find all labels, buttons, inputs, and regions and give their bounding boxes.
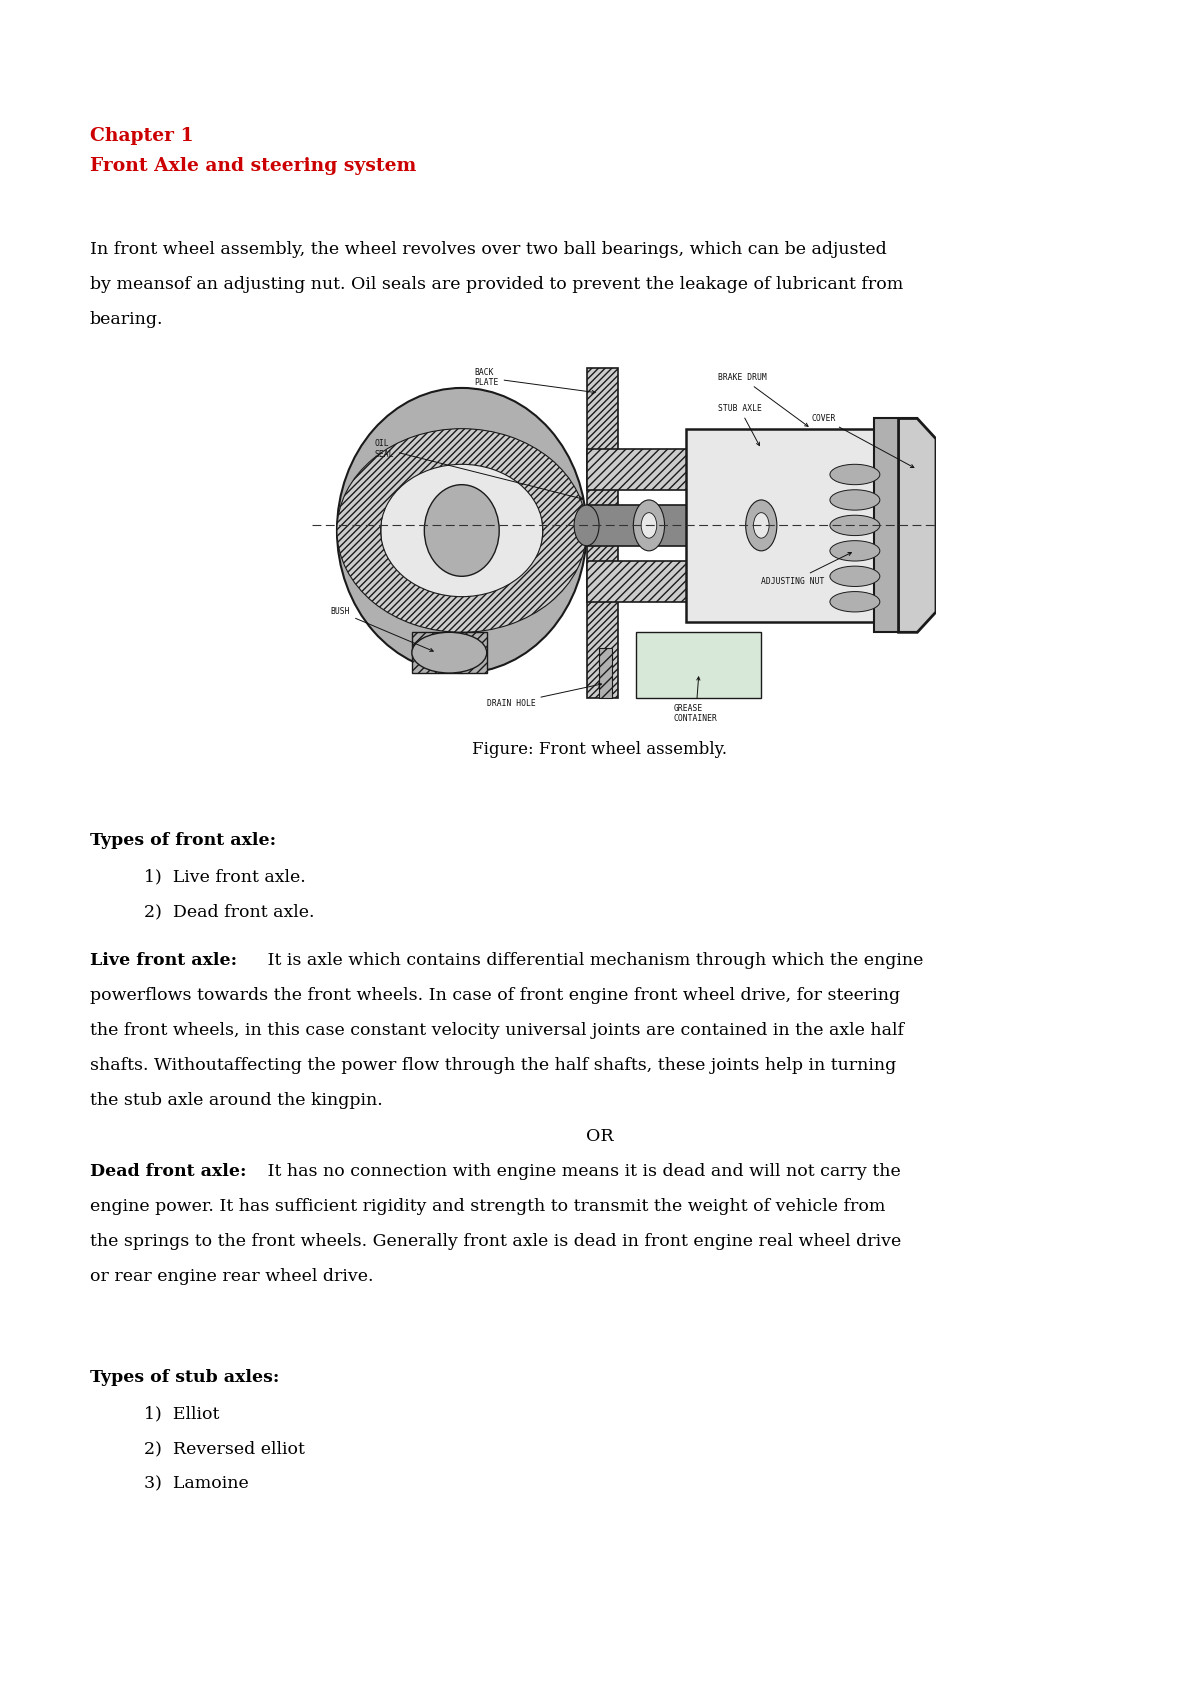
Text: engine power. It has sufficient rigidity and strength to transmit the weight of : engine power. It has sufficient rigidity…: [90, 1198, 886, 1215]
Ellipse shape: [574, 506, 599, 546]
Text: shafts. Withoutaffecting the power flow through the half shafts, these joints he: shafts. Withoutaffecting the power flow …: [90, 1057, 896, 1074]
Ellipse shape: [830, 516, 880, 536]
Text: BRAKE DRUM: BRAKE DRUM: [718, 373, 808, 426]
Polygon shape: [899, 419, 936, 633]
Text: Types of stub axles:: Types of stub axles:: [90, 1368, 280, 1385]
Text: 2)  Reversed elliot: 2) Reversed elliot: [144, 1441, 305, 1458]
Text: Live front axle:: Live front axle:: [90, 952, 238, 969]
Text: bearing.: bearing.: [90, 311, 163, 328]
Ellipse shape: [830, 567, 880, 587]
Ellipse shape: [337, 389, 587, 674]
Text: Chapter 1: Chapter 1: [90, 127, 193, 146]
Text: the springs to the front wheels. Generally front axle is dead in front engine re: the springs to the front wheels. General…: [90, 1234, 901, 1251]
Text: It has no connection with engine means it is dead and will not carry the: It has no connection with engine means i…: [263, 1162, 901, 1179]
Text: COVER: COVER: [811, 414, 914, 468]
Text: 3)  Lamoine: 3) Lamoine: [144, 1475, 248, 1492]
Polygon shape: [587, 450, 874, 490]
Ellipse shape: [412, 633, 487, 674]
Text: GREASE
CONTAINER: GREASE CONTAINER: [674, 677, 718, 723]
Text: Types of front axle:: Types of front axle:: [90, 832, 276, 848]
Ellipse shape: [380, 434, 542, 628]
Text: Front Axle and steering system: Front Axle and steering system: [90, 158, 416, 175]
Text: 1)  Elliot: 1) Elliot: [144, 1405, 220, 1422]
Polygon shape: [599, 648, 612, 699]
Polygon shape: [412, 633, 487, 674]
Text: Figure: Front wheel assembly.: Figure: Front wheel assembly.: [473, 742, 727, 759]
Polygon shape: [874, 419, 917, 633]
Wedge shape: [337, 429, 587, 633]
Ellipse shape: [830, 592, 880, 613]
Polygon shape: [587, 506, 862, 546]
Ellipse shape: [641, 512, 656, 538]
Text: It is axle which contains differential mechanism through which the engine: It is axle which contains differential m…: [263, 952, 924, 969]
Polygon shape: [587, 562, 874, 602]
Text: STUB AXLE: STUB AXLE: [718, 404, 762, 446]
Ellipse shape: [830, 541, 880, 562]
Text: 1)  Live front axle.: 1) Live front axle.: [144, 869, 306, 886]
Text: by meansof an adjusting nut. Oil seals are provided to prevent the leakage of lu: by meansof an adjusting nut. Oil seals a…: [90, 275, 904, 292]
Text: the stub axle around the kingpin.: the stub axle around the kingpin.: [90, 1093, 383, 1110]
Text: 2)  Dead front axle.: 2) Dead front axle.: [144, 905, 314, 921]
Polygon shape: [636, 633, 761, 699]
Text: BUSH: BUSH: [331, 608, 433, 652]
Text: powerflows towards the front wheels. In case of front engine front wheel drive, : powerflows towards the front wheels. In …: [90, 988, 900, 1005]
Ellipse shape: [425, 485, 499, 577]
Ellipse shape: [634, 501, 665, 552]
Text: ADJUSTING NUT: ADJUSTING NUT: [761, 553, 852, 585]
Text: or rear engine rear wheel drive.: or rear engine rear wheel drive.: [90, 1268, 373, 1285]
Ellipse shape: [754, 512, 769, 538]
Text: OIL
SEAL: OIL SEAL: [374, 440, 583, 501]
Polygon shape: [686, 429, 905, 623]
Text: Dead front axle:: Dead front axle:: [90, 1162, 246, 1179]
Ellipse shape: [830, 490, 880, 511]
Ellipse shape: [745, 501, 776, 552]
Text: the front wheels, in this case constant velocity universal joints are contained : the front wheels, in this case constant …: [90, 1022, 904, 1039]
Text: DRAIN HOLE: DRAIN HOLE: [487, 684, 601, 708]
Text: OR: OR: [586, 1127, 614, 1145]
Ellipse shape: [830, 465, 880, 485]
Text: BACK
PLATE: BACK PLATE: [474, 368, 595, 394]
Polygon shape: [587, 368, 618, 699]
Text: In front wheel assembly, the wheel revolves over two ball bearings, which can be: In front wheel assembly, the wheel revol…: [90, 241, 887, 258]
